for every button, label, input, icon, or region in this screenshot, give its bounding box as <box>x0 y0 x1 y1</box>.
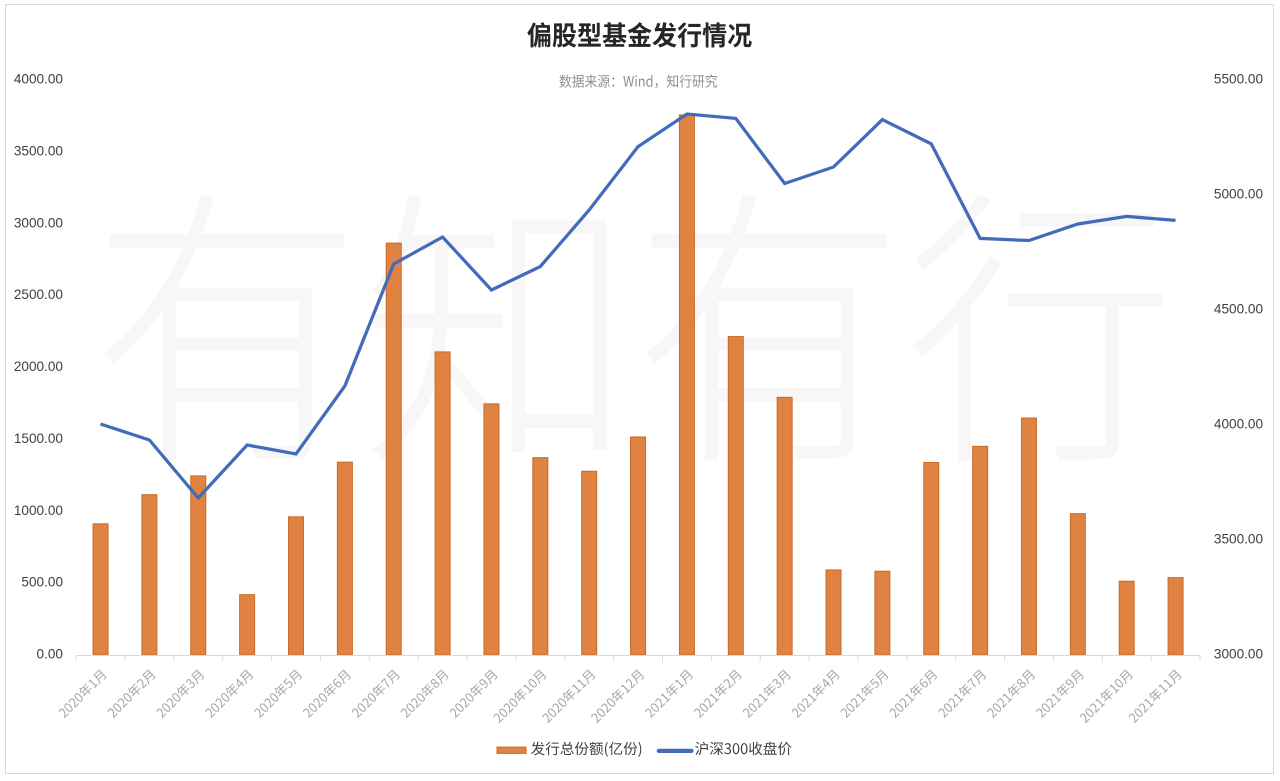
svg-text:2500.00: 2500.00 <box>14 287 64 302</box>
svg-text:0.00: 0.00 <box>37 646 64 661</box>
svg-text:3500.00: 3500.00 <box>14 144 64 159</box>
svg-text:1000.00: 1000.00 <box>14 503 64 518</box>
svg-text:3000.00: 3000.00 <box>14 215 64 230</box>
svg-text:3000.00: 3000.00 <box>1214 646 1264 661</box>
svg-text:500.00: 500.00 <box>21 575 63 590</box>
svg-text:3500.00: 3500.00 <box>1214 531 1264 546</box>
svg-text:4500.00: 4500.00 <box>1214 301 1264 316</box>
svg-text:1500.00: 1500.00 <box>14 431 64 446</box>
svg-text:4000.00: 4000.00 <box>14 72 64 87</box>
svg-text:5000.00: 5000.00 <box>1214 186 1264 201</box>
svg-text:2000.00: 2000.00 <box>14 359 64 374</box>
svg-text:4000.00: 4000.00 <box>1214 416 1264 431</box>
svg-text:5500.00: 5500.00 <box>1214 71 1264 86</box>
